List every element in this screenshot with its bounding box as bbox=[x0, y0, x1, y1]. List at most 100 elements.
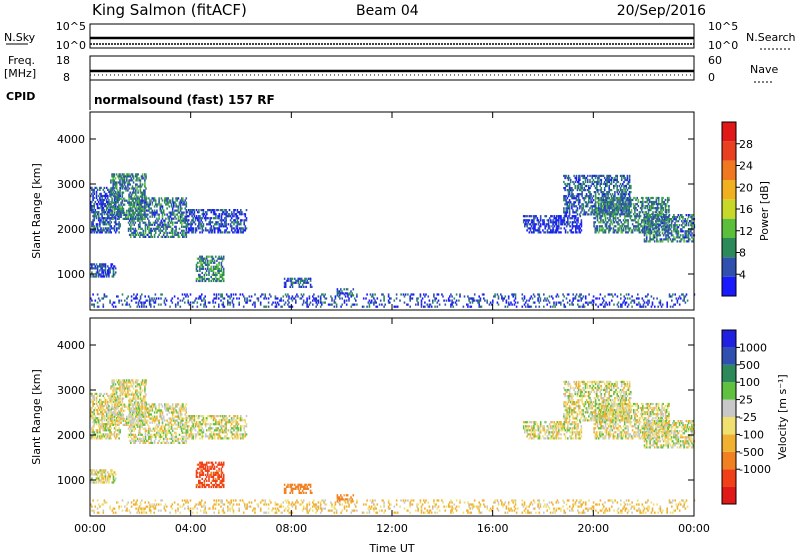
heatmap-cell bbox=[171, 223, 174, 226]
heatmap-cell bbox=[219, 223, 222, 226]
heatmap-cell bbox=[647, 216, 649, 219]
heatmap-cell bbox=[212, 273, 215, 276]
heatmap-cell bbox=[92, 429, 94, 432]
heatmap-cell bbox=[228, 215, 231, 218]
heatmap-cell bbox=[571, 203, 573, 206]
heatmap-cell bbox=[209, 267, 211, 270]
heatmap-cell bbox=[435, 297, 437, 300]
heatmap-cell bbox=[114, 401, 117, 404]
heatmap-cell bbox=[90, 415, 92, 418]
heatmap-cell bbox=[119, 183, 121, 186]
nsky-tick-bottom: 10^0 bbox=[56, 39, 86, 52]
heatmap-cell bbox=[594, 198, 597, 202]
heatmap-cell bbox=[102, 425, 105, 428]
heatmap-cell bbox=[628, 215, 630, 218]
heatmap-cell bbox=[139, 209, 141, 212]
heatmap-cell bbox=[140, 209, 142, 212]
heatmap-cell bbox=[636, 229, 638, 232]
heatmap-cell bbox=[166, 227, 168, 230]
heatmap-cell bbox=[138, 299, 141, 302]
heatmap-cell bbox=[315, 305, 317, 308]
heatmap-cell bbox=[571, 191, 573, 194]
heatmap-cell bbox=[593, 184, 596, 188]
heatmap-cell bbox=[600, 217, 602, 220]
heatmap-cell bbox=[572, 180, 574, 184]
heatmap-cell bbox=[606, 196, 609, 200]
heatmap-cell bbox=[127, 295, 129, 298]
heatmap-cell bbox=[118, 181, 120, 184]
heatmap-cell bbox=[467, 303, 469, 306]
heatmap-cell bbox=[117, 295, 119, 298]
heatmap-cell bbox=[111, 421, 113, 424]
heatmap-cell bbox=[144, 203, 146, 206]
heatmap-cell bbox=[205, 277, 208, 281]
heatmap-cell bbox=[563, 227, 566, 230]
heatmap-cell bbox=[670, 230, 673, 233]
heatmap-cell bbox=[606, 174, 608, 177]
heatmap-cell bbox=[492, 301, 494, 304]
heatmap-cell bbox=[204, 295, 206, 298]
heatmap-cell bbox=[229, 297, 231, 300]
heatmap-cell bbox=[678, 216, 681, 219]
heatmap-cell bbox=[565, 174, 567, 177]
heatmap-cell bbox=[166, 213, 168, 216]
heatmap-cell bbox=[494, 293, 496, 296]
heatmap-cell bbox=[262, 293, 264, 296]
nsearch-tick-top: 10^5 bbox=[708, 20, 738, 33]
heatmap-cell bbox=[611, 193, 614, 196]
heatmap-cell bbox=[120, 213, 122, 216]
heatmap-cell bbox=[108, 209, 110, 212]
heatmap-cell bbox=[574, 297, 577, 300]
heatmap-cell bbox=[289, 279, 291, 282]
heatmap-cell bbox=[177, 215, 180, 218]
heatmap-cell bbox=[168, 201, 171, 204]
heatmap-cell bbox=[218, 229, 221, 232]
heatmap-cell bbox=[91, 271, 93, 274]
heatmap-cell bbox=[96, 417, 99, 420]
heatmap-cell bbox=[638, 229, 641, 232]
heatmap-cell bbox=[514, 295, 517, 298]
heatmap-cell bbox=[195, 265, 198, 268]
heatmap-cell bbox=[652, 211, 654, 214]
heatmap-cell bbox=[137, 211, 139, 214]
heatmap-cell bbox=[588, 189, 590, 192]
heatmap-cell bbox=[102, 415, 105, 418]
heatmap-cell bbox=[668, 232, 671, 235]
heatmap-cell bbox=[607, 176, 609, 180]
heatmap-cell bbox=[235, 225, 238, 228]
heatmap-cell bbox=[602, 227, 604, 230]
heatmap-cell bbox=[543, 305, 545, 308]
heatmap-cell bbox=[561, 223, 563, 226]
heatmap-cell bbox=[130, 197, 133, 200]
heatmap-cell bbox=[144, 227, 147, 230]
heatmap-cell bbox=[114, 223, 117, 226]
heatmap-cell bbox=[403, 301, 406, 304]
heatmap-cell bbox=[606, 182, 608, 186]
heatmap-cell bbox=[217, 267, 219, 270]
heatmap-cell bbox=[503, 297, 505, 300]
heatmap-cell bbox=[93, 213, 95, 216]
heatmap-cell bbox=[378, 303, 381, 306]
heatmap-cell bbox=[179, 299, 182, 302]
heatmap-cell bbox=[93, 211, 95, 214]
heatmap-cell bbox=[581, 209, 583, 212]
heatmap-cell bbox=[584, 180, 587, 184]
heatmap-cell bbox=[113, 419, 116, 422]
heatmap-cell bbox=[661, 303, 664, 306]
heatmap-cell bbox=[131, 179, 134, 182]
heatmap-cell bbox=[596, 219, 599, 222]
heatmap-cell bbox=[105, 192, 108, 195]
heatmap-cell bbox=[677, 236, 680, 239]
heatmap-cell bbox=[140, 211, 142, 214]
heatmap-cell bbox=[647, 230, 649, 233]
heatmap-cell bbox=[674, 293, 676, 296]
heatmap-cell bbox=[102, 223, 105, 226]
heatmap-cell bbox=[220, 267, 223, 270]
heatmap-cell bbox=[181, 213, 183, 216]
heatmap-cell bbox=[220, 219, 223, 222]
heatmap-cell bbox=[96, 269, 99, 272]
heatmap-cell bbox=[216, 265, 218, 268]
heatmap-cell bbox=[101, 408, 103, 412]
heatmap-cell bbox=[150, 211, 152, 214]
heatmap-cell bbox=[664, 228, 666, 231]
